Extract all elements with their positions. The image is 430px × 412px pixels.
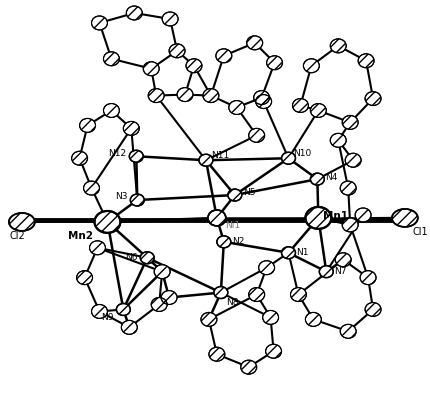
Ellipse shape (123, 122, 139, 136)
Ellipse shape (329, 133, 345, 147)
Ellipse shape (91, 16, 107, 30)
Text: N5: N5 (242, 187, 255, 197)
Ellipse shape (255, 95, 271, 108)
Text: N4: N4 (325, 173, 337, 182)
Ellipse shape (207, 210, 225, 226)
Text: N10: N10 (293, 149, 311, 158)
Ellipse shape (341, 218, 357, 232)
Ellipse shape (246, 36, 262, 50)
Ellipse shape (335, 253, 350, 267)
Ellipse shape (305, 312, 321, 326)
Ellipse shape (203, 89, 218, 103)
Text: N6: N6 (125, 253, 138, 262)
Ellipse shape (89, 241, 105, 255)
Ellipse shape (80, 119, 95, 132)
Ellipse shape (266, 56, 282, 70)
Ellipse shape (91, 304, 107, 318)
Ellipse shape (281, 247, 295, 259)
Text: Mn2: Mn2 (68, 231, 92, 241)
Text: N8: N8 (225, 298, 238, 307)
Ellipse shape (253, 91, 269, 105)
Ellipse shape (186, 59, 202, 73)
Ellipse shape (227, 189, 241, 201)
Ellipse shape (354, 208, 370, 222)
Text: N7: N7 (334, 267, 346, 276)
Ellipse shape (339, 324, 355, 338)
Ellipse shape (169, 44, 184, 58)
Ellipse shape (329, 39, 345, 53)
Ellipse shape (129, 150, 143, 162)
Ellipse shape (121, 321, 137, 334)
Ellipse shape (292, 98, 308, 112)
Text: Cl2: Cl2 (10, 231, 26, 241)
Ellipse shape (359, 271, 375, 285)
Ellipse shape (290, 288, 306, 302)
Ellipse shape (143, 62, 159, 76)
Ellipse shape (240, 360, 256, 374)
Text: N2: N2 (231, 237, 244, 246)
Ellipse shape (319, 266, 332, 278)
Ellipse shape (126, 6, 142, 20)
Ellipse shape (391, 209, 417, 227)
Ellipse shape (213, 287, 227, 299)
Text: N12: N12 (108, 149, 126, 158)
Ellipse shape (177, 88, 193, 101)
Text: N3: N3 (115, 192, 128, 201)
Ellipse shape (364, 91, 380, 105)
Ellipse shape (281, 152, 295, 164)
Text: N1: N1 (296, 248, 308, 257)
Ellipse shape (140, 252, 154, 264)
Ellipse shape (199, 154, 212, 166)
Text: Ni1: Ni1 (224, 221, 240, 230)
Ellipse shape (103, 52, 119, 66)
Ellipse shape (151, 297, 167, 311)
Ellipse shape (303, 59, 319, 73)
Ellipse shape (154, 265, 170, 279)
Ellipse shape (248, 288, 264, 302)
Ellipse shape (103, 103, 119, 117)
Ellipse shape (228, 101, 244, 115)
Text: N9: N9 (101, 313, 114, 322)
Ellipse shape (200, 312, 216, 326)
Ellipse shape (262, 311, 278, 324)
Ellipse shape (364, 302, 380, 316)
Ellipse shape (216, 236, 230, 248)
Ellipse shape (215, 49, 231, 63)
Ellipse shape (161, 290, 177, 304)
Text: Cl1: Cl1 (412, 227, 427, 237)
Ellipse shape (130, 194, 144, 206)
Ellipse shape (357, 54, 373, 68)
Ellipse shape (310, 173, 323, 185)
Ellipse shape (71, 151, 87, 165)
Ellipse shape (344, 153, 360, 167)
Ellipse shape (305, 207, 331, 229)
Ellipse shape (94, 211, 120, 233)
Ellipse shape (339, 181, 355, 195)
Ellipse shape (9, 213, 35, 231)
Ellipse shape (148, 89, 164, 103)
Text: N11: N11 (210, 151, 229, 160)
Ellipse shape (258, 261, 274, 275)
Ellipse shape (77, 271, 92, 285)
Ellipse shape (209, 347, 224, 361)
Ellipse shape (116, 304, 130, 316)
Ellipse shape (265, 344, 281, 358)
Ellipse shape (341, 115, 357, 129)
Text: Mn1: Mn1 (322, 211, 347, 221)
Ellipse shape (162, 12, 178, 26)
Ellipse shape (310, 103, 326, 117)
Ellipse shape (248, 129, 264, 142)
Ellipse shape (83, 181, 99, 195)
